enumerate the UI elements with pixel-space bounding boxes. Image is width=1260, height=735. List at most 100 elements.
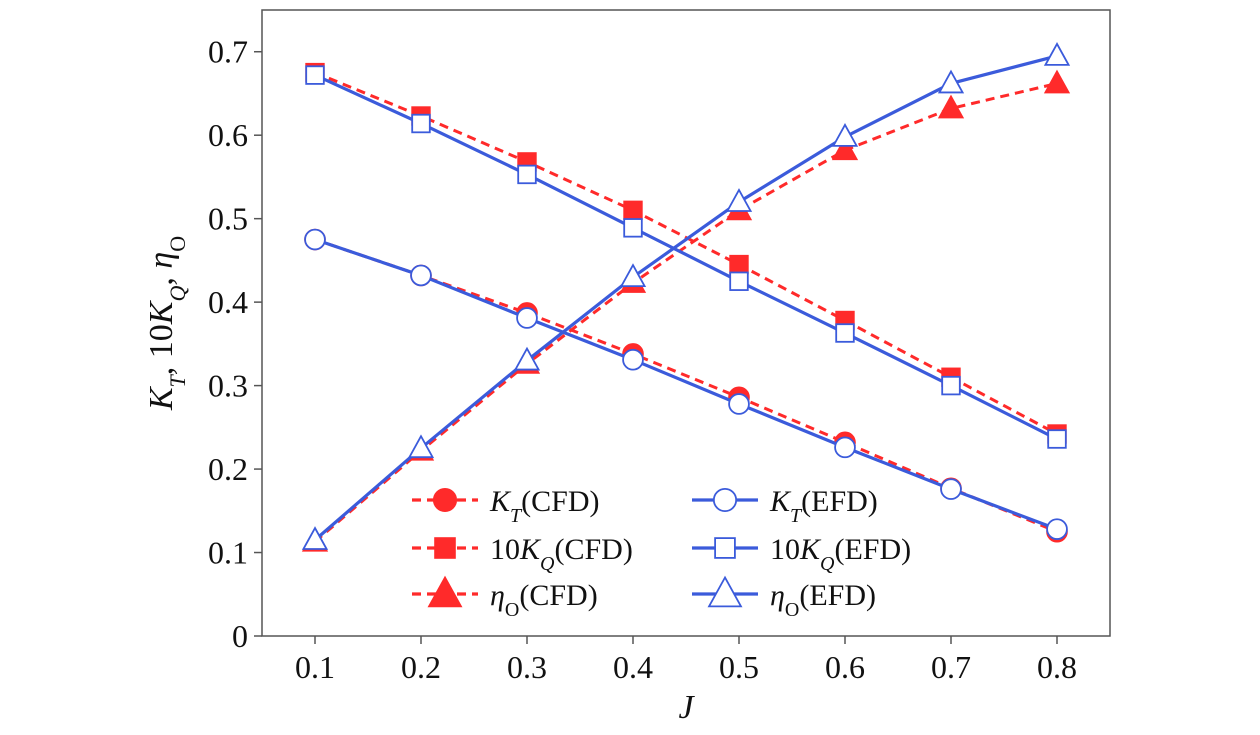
x-axis-title: J [678, 689, 695, 726]
data-point [623, 218, 643, 238]
x-tick-label: 0.3 [507, 649, 547, 685]
data-point [725, 188, 753, 212]
data-point [729, 254, 749, 275]
x-tick-label: 0.7 [931, 649, 971, 685]
legend-label: 10KQ(CFD) [490, 533, 633, 575]
legend-item-kq-cfd: 10KQ(CFD) [412, 533, 633, 575]
circle-marker [712, 487, 738, 513]
legend-item-kt-cfd: KT(CFD) [412, 485, 599, 527]
data-point [301, 526, 329, 550]
y-tick-label: 0.7 [208, 34, 248, 70]
square-marker [411, 113, 431, 134]
series-line [314, 73, 1058, 441]
circle-marker [622, 348, 644, 371]
triangle-marker [831, 123, 859, 147]
circle-marker [940, 478, 962, 500]
legend-item-eta-efd: ηO(EFD) [692, 575, 876, 621]
data-point [305, 65, 325, 85]
triangle-marker [707, 575, 743, 608]
legend: KT(CFD) 10KQ(CFD)ηO(CFD) KT(EFD) 10KQ(EFD)η… [412, 485, 911, 621]
y-tick-label: 0.2 [208, 451, 248, 487]
data-point [411, 113, 431, 134]
triangle-marker [937, 94, 965, 119]
data-point [1043, 42, 1071, 66]
triangle-marker [427, 575, 463, 608]
series-kt-efd [304, 228, 1068, 540]
square-marker [1047, 429, 1067, 449]
series-kq-efd [305, 65, 1067, 449]
data-point [1043, 69, 1071, 94]
square-marker [517, 164, 537, 185]
square-marker [835, 323, 855, 343]
data-point [1046, 518, 1068, 540]
legend-label: ηO(CFD) [490, 579, 598, 621]
triangle-marker [407, 434, 435, 459]
legend-item-kt-efd: KT(EFD) [692, 485, 878, 527]
triangle-marker [301, 526, 329, 550]
y-tick-label: 0.4 [208, 284, 248, 320]
data-point [937, 69, 965, 94]
series-eta-efd [301, 42, 1071, 550]
data-point [831, 136, 859, 161]
square-marker [941, 375, 961, 396]
data-point [407, 434, 435, 459]
series-line [314, 71, 1058, 436]
data-point [622, 348, 644, 371]
square-marker [729, 271, 749, 291]
data-point [835, 323, 855, 343]
data-point [623, 200, 643, 221]
data-point [831, 123, 859, 147]
x-axis: 0.1 0.2 0.3 0.4 0.5 0.6 0.7 0.8 [295, 636, 1077, 685]
data-point [941, 375, 961, 396]
data-point [304, 228, 326, 251]
circle-marker [304, 228, 326, 251]
triangle-marker [831, 136, 859, 161]
legend-item-eta-cfd: ηO(CFD) [412, 575, 598, 621]
series-line [314, 238, 1058, 531]
x-tick-label: 0.1 [295, 649, 335, 685]
series-layer [301, 42, 1071, 552]
data-point [410, 264, 432, 287]
y-tick-label: 0.1 [208, 535, 248, 571]
square-marker [729, 254, 749, 275]
square-marker [305, 65, 325, 85]
y-tick-label: 0.5 [208, 201, 248, 237]
triangle-marker [1043, 42, 1071, 66]
y-axis: 0 0.1 0.2 0.3 0.4 0.5 0.6 0.7 [208, 34, 262, 654]
circle-marker [728, 393, 750, 415]
data-point [729, 271, 749, 291]
triangle-marker [513, 346, 541, 371]
square-marker [623, 218, 643, 238]
circle-marker [834, 436, 856, 459]
square-marker [434, 537, 456, 559]
square-marker [714, 537, 736, 559]
data-point [1047, 429, 1067, 449]
data-point [728, 393, 750, 415]
legend-item-kq-efd: 10KQ(EFD) [692, 533, 911, 575]
circle-marker [1046, 518, 1068, 540]
data-point [937, 94, 965, 119]
data-point [516, 307, 538, 329]
legend-label: 10KQ(EFD) [770, 533, 911, 575]
data-point [940, 478, 962, 500]
triangle-marker [1043, 69, 1071, 94]
x-tick-label: 0.4 [613, 649, 653, 685]
data-point [513, 346, 541, 371]
series-line [314, 81, 1058, 543]
circle-marker [410, 264, 432, 287]
y-tick-label: 0.3 [208, 368, 248, 404]
x-tick-label: 0.2 [401, 649, 441, 685]
circle-marker [432, 487, 458, 513]
legend-label: KT(EFD) [769, 485, 878, 527]
triangle-marker [619, 263, 647, 287]
y-tick-label: 0 [232, 618, 248, 654]
triangle-marker [937, 69, 965, 94]
triangle-marker [725, 188, 753, 212]
data-point [517, 164, 537, 185]
data-point [834, 436, 856, 459]
legend-label: ηO(EFD) [770, 579, 876, 621]
x-tick-label: 0.8 [1037, 649, 1077, 685]
data-point [619, 263, 647, 287]
plot-frame [261, 9, 1111, 637]
